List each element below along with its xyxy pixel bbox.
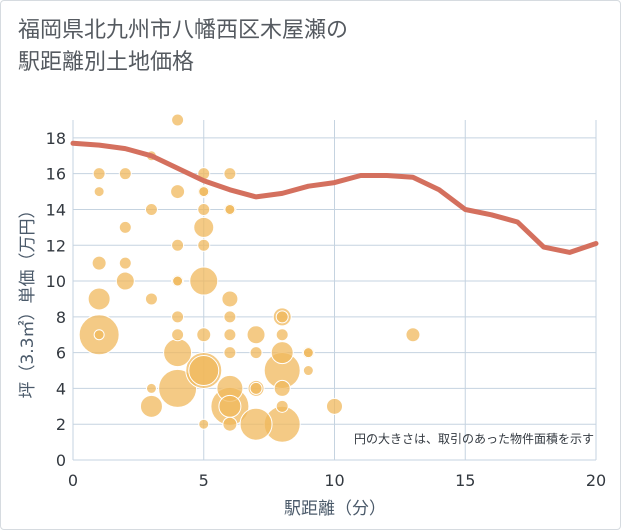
data-bubble xyxy=(221,290,239,308)
data-bubble xyxy=(198,418,210,430)
y-tick-label: 0 xyxy=(56,451,66,470)
y-tick-label: 16 xyxy=(46,165,66,184)
data-bubble xyxy=(170,184,186,200)
data-bubble xyxy=(171,113,185,127)
data-bubble xyxy=(197,202,211,216)
data-bubble xyxy=(91,255,107,271)
data-bubble xyxy=(273,379,291,397)
data-bubble xyxy=(189,266,219,296)
data-bubble xyxy=(139,394,163,418)
y-axis-label: 坪（3.3㎡）単価（万円） xyxy=(18,201,38,398)
data-bubble xyxy=(92,167,106,181)
data-bubble xyxy=(326,397,343,415)
data-bubble xyxy=(223,310,237,324)
bubble-layer xyxy=(78,113,421,443)
y-tick-label: 8 xyxy=(56,308,66,327)
y-tick-label: 18 xyxy=(46,129,66,148)
data-bubble xyxy=(193,216,215,238)
x-tick-label: 0 xyxy=(68,471,78,490)
data-bubble xyxy=(171,328,185,342)
data-bubble xyxy=(218,394,242,418)
data-bubble xyxy=(275,310,289,324)
data-bubble xyxy=(249,346,263,360)
data-bubble xyxy=(172,275,184,287)
data-bubble xyxy=(163,338,193,368)
data-bubble xyxy=(118,256,132,270)
data-bubble xyxy=(224,203,236,215)
data-bubble xyxy=(223,167,237,181)
data-bubble xyxy=(249,381,263,395)
data-bubble xyxy=(223,346,237,360)
data-bubble xyxy=(239,407,273,441)
data-bubble xyxy=(145,382,157,394)
data-bubble xyxy=(144,292,158,306)
data-bubble xyxy=(198,186,210,198)
data-bubble xyxy=(115,271,135,291)
data-bubble xyxy=(87,287,111,311)
data-bubble xyxy=(223,328,237,342)
data-bubble xyxy=(171,310,185,324)
data-bubble xyxy=(270,341,294,365)
x-axis-label: 駅距離（分） xyxy=(284,499,386,519)
y-tick-label: 4 xyxy=(56,379,66,398)
trend-line xyxy=(70,140,599,255)
data-bubble xyxy=(93,329,105,341)
data-bubble xyxy=(144,202,158,216)
tick-layer: 0 2 4 6 8 10 12 14 16 18 0 5 10 15 20 xyxy=(46,129,607,490)
y-tick-label: 6 xyxy=(56,344,66,363)
x-tick-label: 15 xyxy=(455,471,475,490)
data-bubble xyxy=(171,238,185,252)
data-bubble xyxy=(405,327,421,343)
chart-title: 福岡県北九州市八幡西区木屋瀬の 駅距離別土地価格 xyxy=(18,18,349,75)
y-tick-label: 2 xyxy=(56,415,66,434)
data-bubble xyxy=(118,220,132,234)
data-bubble xyxy=(158,368,198,408)
data-bubble xyxy=(196,327,212,343)
data-bubble xyxy=(275,399,289,413)
x-tick-label: 10 xyxy=(324,471,344,490)
data-bubble xyxy=(246,325,266,345)
data-bubble xyxy=(197,238,211,252)
x-tick-label: 5 xyxy=(199,471,209,490)
bubble-size-note: 円の大きさは、取引のあった物件面積を示す xyxy=(354,431,594,446)
y-tick-label: 10 xyxy=(46,272,66,291)
data-bubble xyxy=(302,347,314,359)
y-tick-label: 14 xyxy=(46,200,66,219)
data-bubble xyxy=(93,186,105,198)
trend-layer xyxy=(70,140,599,255)
data-bubble xyxy=(118,167,132,181)
data-bubble xyxy=(222,416,238,432)
data-bubble xyxy=(188,355,220,387)
data-bubble xyxy=(275,328,289,342)
data-bubble xyxy=(302,365,314,377)
x-tick-label: 20 xyxy=(586,471,606,490)
y-tick-label: 12 xyxy=(46,236,66,255)
